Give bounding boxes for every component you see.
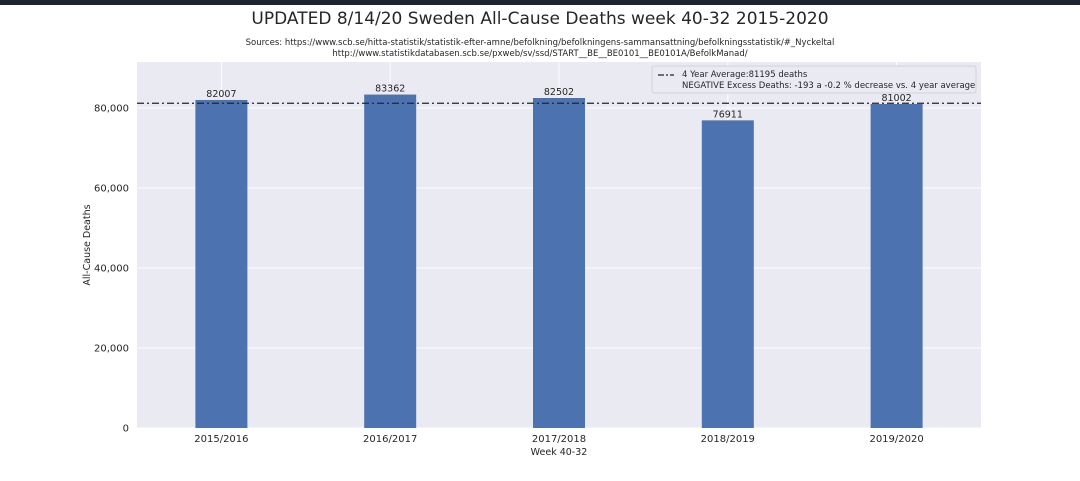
bar-value-label: 76911 [713, 109, 743, 120]
x-tick-label: 2015/2016 [194, 434, 248, 445]
source-line-1: Sources: https://www.scb.se/hitta-statis… [245, 38, 835, 48]
bar-value-label: 82007 [206, 89, 236, 100]
x-tick-label: 2019/2020 [869, 434, 923, 445]
y-tick-label: 60,000 [94, 184, 129, 195]
y-tick-label: 80,000 [94, 104, 129, 115]
bar-value-label: 82502 [544, 87, 574, 98]
bar-2018-2019 [701, 120, 754, 428]
chart-title: UPDATED 8/14/20 Sweden All-Cause Deaths … [251, 9, 829, 29]
x-tick-label: 2017/2018 [532, 434, 586, 445]
y-axis-label: All-Cause Deaths [82, 204, 93, 285]
bar-value-label: 81002 [881, 93, 911, 104]
bar-value-label: 83362 [375, 84, 405, 95]
y-tick-label: 0 [123, 424, 129, 435]
source-line-2: http://www.statistikdatabasen.scb.se/pxw… [332, 48, 748, 59]
legend-box [651, 65, 977, 94]
y-tick-label: 20,000 [94, 344, 129, 355]
x-tick-label: 2018/2019 [701, 434, 755, 445]
x-axis-label: Week 40-32 [531, 447, 588, 458]
chart-sources: Sources: https://www.scb.se/hitta-statis… [0, 38, 1080, 59]
bar-2017-2018 [533, 97, 585, 428]
bar-2019-2020 [870, 103, 923, 428]
legend-entry-average: 4 Year Average:81195 deaths [682, 70, 808, 80]
y-tick-label: 40,000 [94, 264, 129, 275]
legend-entry-excess: NEGATIVE Excess Deaths: -193 a -0.2 % de… [682, 81, 975, 91]
bar-2016-2017 [364, 94, 417, 428]
x-tick-label: 2016/2017 [363, 434, 417, 445]
bar-2015-2016 [195, 99, 248, 429]
top-border [0, 0, 1080, 5]
